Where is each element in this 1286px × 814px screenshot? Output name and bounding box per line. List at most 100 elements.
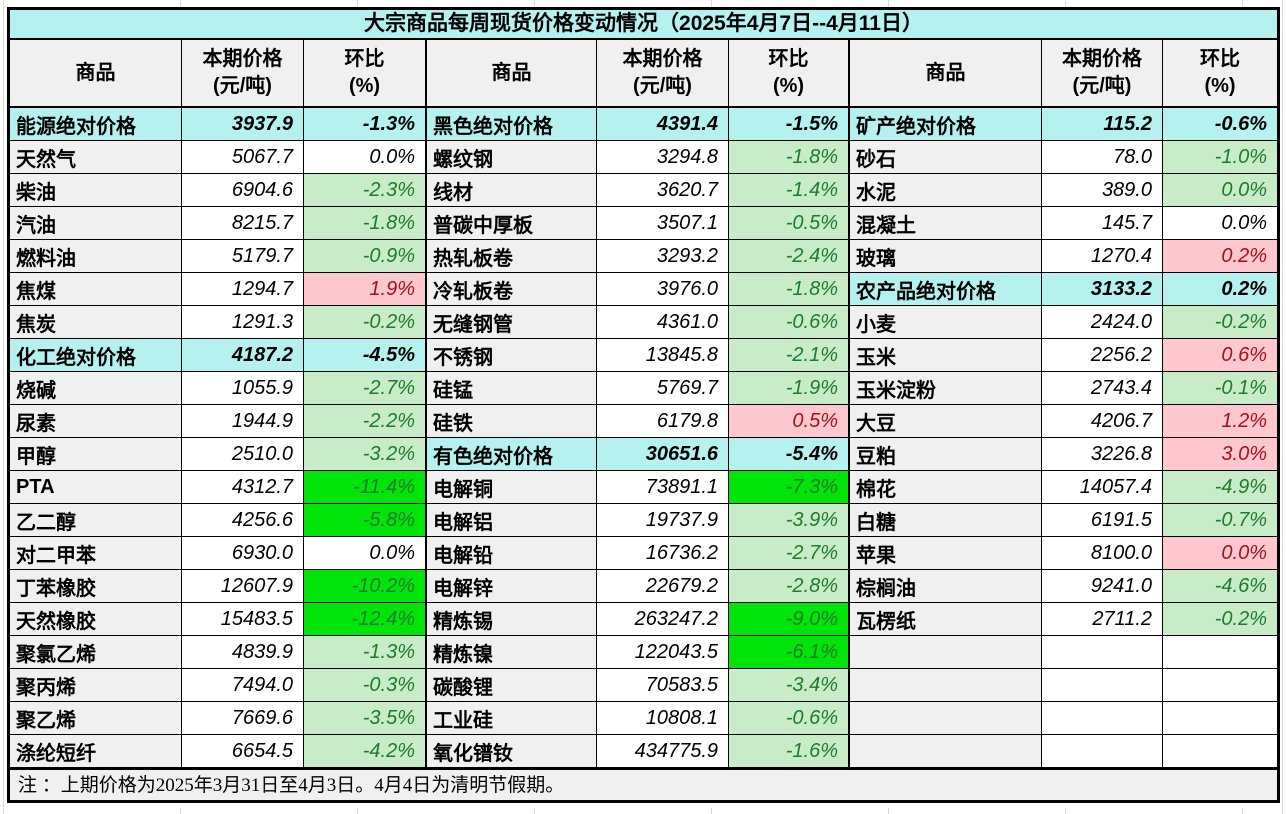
pct-cell[interactable]: 0.2%	[1163, 273, 1277, 306]
pct-cell[interactable]: -0.6%	[729, 702, 850, 735]
price-cell[interactable]: 3507.1	[597, 207, 729, 240]
price-cell[interactable]: 6930.0	[182, 537, 304, 570]
pct-cell[interactable]: 0.0%	[1163, 174, 1277, 207]
pct-cell[interactable]: -1.3%	[304, 108, 427, 141]
commodity-cell[interactable]: 电解锌	[427, 570, 597, 603]
commodity-cell[interactable]: 焦炭	[10, 306, 182, 339]
price-cell[interactable]: 2424.0	[1042, 306, 1163, 339]
price-cell[interactable]: 3976.0	[597, 273, 729, 306]
price-cell[interactable]: 4256.6	[182, 504, 304, 537]
pct-cell[interactable]: -9.0%	[729, 603, 850, 636]
pct-cell[interactable]: -4.6%	[1163, 570, 1277, 603]
col-header-price[interactable]: 本期价格 (元/吨)	[1042, 40, 1163, 108]
pct-cell[interactable]: -0.6%	[729, 306, 850, 339]
commodity-cell[interactable]: 烧碱	[10, 372, 182, 405]
price-cell[interactable]: 7669.6	[182, 702, 304, 735]
commodity-cell[interactable]: 丁苯橡胶	[10, 570, 182, 603]
pct-cell[interactable]: -1.3%	[304, 636, 427, 669]
commodity-cell[interactable]: 工业硅	[427, 702, 597, 735]
commodity-cell[interactable]: 大豆	[850, 405, 1042, 438]
pct-cell[interactable]	[1163, 636, 1277, 669]
commodity-cell[interactable]: 天然气	[10, 141, 182, 174]
commodity-cell[interactable]: 精炼镍	[427, 636, 597, 669]
price-cell[interactable]: 5067.7	[182, 141, 304, 174]
price-cell[interactable]: 10808.1	[597, 702, 729, 735]
commodity-cell[interactable]: 玉米淀粉	[850, 372, 1042, 405]
price-cell[interactable]	[1042, 636, 1163, 669]
price-cell[interactable]: 5769.7	[597, 372, 729, 405]
price-cell[interactable]: 7494.0	[182, 669, 304, 702]
price-cell[interactable]: 8215.7	[182, 207, 304, 240]
pct-cell[interactable]: -0.2%	[1163, 306, 1277, 339]
commodity-cell[interactable]	[850, 669, 1042, 702]
price-cell[interactable]: 1270.4	[1042, 240, 1163, 273]
pct-cell[interactable]: -0.9%	[304, 240, 427, 273]
price-cell[interactable]: 6179.8	[597, 405, 729, 438]
commodity-cell[interactable]: 普碳中厚板	[427, 207, 597, 240]
commodity-cell[interactable]: 汽油	[10, 207, 182, 240]
commodity-cell[interactable]: 燃料油	[10, 240, 182, 273]
commodity-cell[interactable]: 苹果	[850, 537, 1042, 570]
pct-cell[interactable]: 0.0%	[1163, 537, 1277, 570]
commodity-cell[interactable]: 焦煤	[10, 273, 182, 306]
price-cell[interactable]: 4839.9	[182, 636, 304, 669]
price-cell[interactable]: 434775.9	[597, 735, 729, 768]
pct-cell[interactable]: 0.2%	[1163, 240, 1277, 273]
pct-cell[interactable]: -3.4%	[729, 669, 850, 702]
price-cell[interactable]: 12607.9	[182, 570, 304, 603]
col-header-pct[interactable]: 环比 (%)	[729, 40, 850, 108]
price-cell[interactable]: 122043.5	[597, 636, 729, 669]
price-cell[interactable]: 2743.4	[1042, 372, 1163, 405]
price-cell[interactable]: 6654.5	[182, 735, 304, 768]
commodity-cell[interactable]: 能源绝对价格	[10, 108, 182, 141]
pct-cell[interactable]: -1.0%	[1163, 141, 1277, 174]
commodity-cell[interactable]: 涤纶短纤	[10, 735, 182, 768]
price-cell[interactable]: 389.0	[1042, 174, 1163, 207]
pct-cell[interactable]: 1.2%	[1163, 405, 1277, 438]
price-cell[interactable]: 6904.6	[182, 174, 304, 207]
pct-cell[interactable]: -1.8%	[729, 273, 850, 306]
pct-cell[interactable]: -4.9%	[1163, 471, 1277, 504]
price-cell[interactable]: 4312.7	[182, 471, 304, 504]
commodity-cell[interactable]: 黑色绝对价格	[427, 108, 597, 141]
pct-cell[interactable]: -5.4%	[729, 438, 850, 471]
pct-cell[interactable]: -10.2%	[304, 570, 427, 603]
pct-cell[interactable]: 0.0%	[304, 141, 427, 174]
price-cell[interactable]: 16736.2	[597, 537, 729, 570]
price-cell[interactable]: 19737.9	[597, 504, 729, 537]
pct-cell[interactable]: -12.4%	[304, 603, 427, 636]
commodity-cell[interactable]: 聚丙烯	[10, 669, 182, 702]
pct-cell[interactable]: -4.2%	[304, 735, 427, 768]
pct-cell[interactable]: -0.2%	[1163, 603, 1277, 636]
commodity-cell[interactable]: 有色绝对价格	[427, 438, 597, 471]
pct-cell[interactable]: -1.9%	[729, 372, 850, 405]
commodity-cell[interactable]: 化工绝对价格	[10, 339, 182, 372]
commodity-cell[interactable]: 玉米	[850, 339, 1042, 372]
commodity-cell[interactable]: 小麦	[850, 306, 1042, 339]
pct-cell[interactable]: -2.7%	[729, 537, 850, 570]
pct-cell[interactable]: -1.8%	[729, 141, 850, 174]
price-cell[interactable]: 1055.9	[182, 372, 304, 405]
col-header-pct[interactable]: 环比 (%)	[304, 40, 427, 108]
pct-cell[interactable]: -4.5%	[304, 339, 427, 372]
commodity-cell[interactable]: 电解铝	[427, 504, 597, 537]
col-header-pct[interactable]: 环比 (%)	[1163, 40, 1277, 108]
price-cell[interactable]: 6191.5	[1042, 504, 1163, 537]
price-cell[interactable]: 1294.7	[182, 273, 304, 306]
commodity-cell[interactable]: 线材	[427, 174, 597, 207]
price-cell[interactable]: 4361.0	[597, 306, 729, 339]
price-cell[interactable]: 73891.1	[597, 471, 729, 504]
pct-cell[interactable]: -2.8%	[729, 570, 850, 603]
col-header-price[interactable]: 本期价格 (元/吨)	[182, 40, 304, 108]
commodity-cell[interactable]: 白糖	[850, 504, 1042, 537]
price-cell[interactable]: 115.2	[1042, 108, 1163, 141]
price-cell[interactable]: 4206.7	[1042, 405, 1163, 438]
commodity-cell[interactable]: 聚氯乙烯	[10, 636, 182, 669]
price-cell[interactable]: 78.0	[1042, 141, 1163, 174]
pct-cell[interactable]: -1.4%	[729, 174, 850, 207]
pct-cell[interactable]: 0.0%	[1163, 207, 1277, 240]
pct-cell[interactable]: -0.5%	[729, 207, 850, 240]
pct-cell[interactable]: 0.0%	[304, 537, 427, 570]
col-header-price[interactable]: 本期价格 (元/吨)	[597, 40, 729, 108]
commodity-cell[interactable]: 豆粕	[850, 438, 1042, 471]
